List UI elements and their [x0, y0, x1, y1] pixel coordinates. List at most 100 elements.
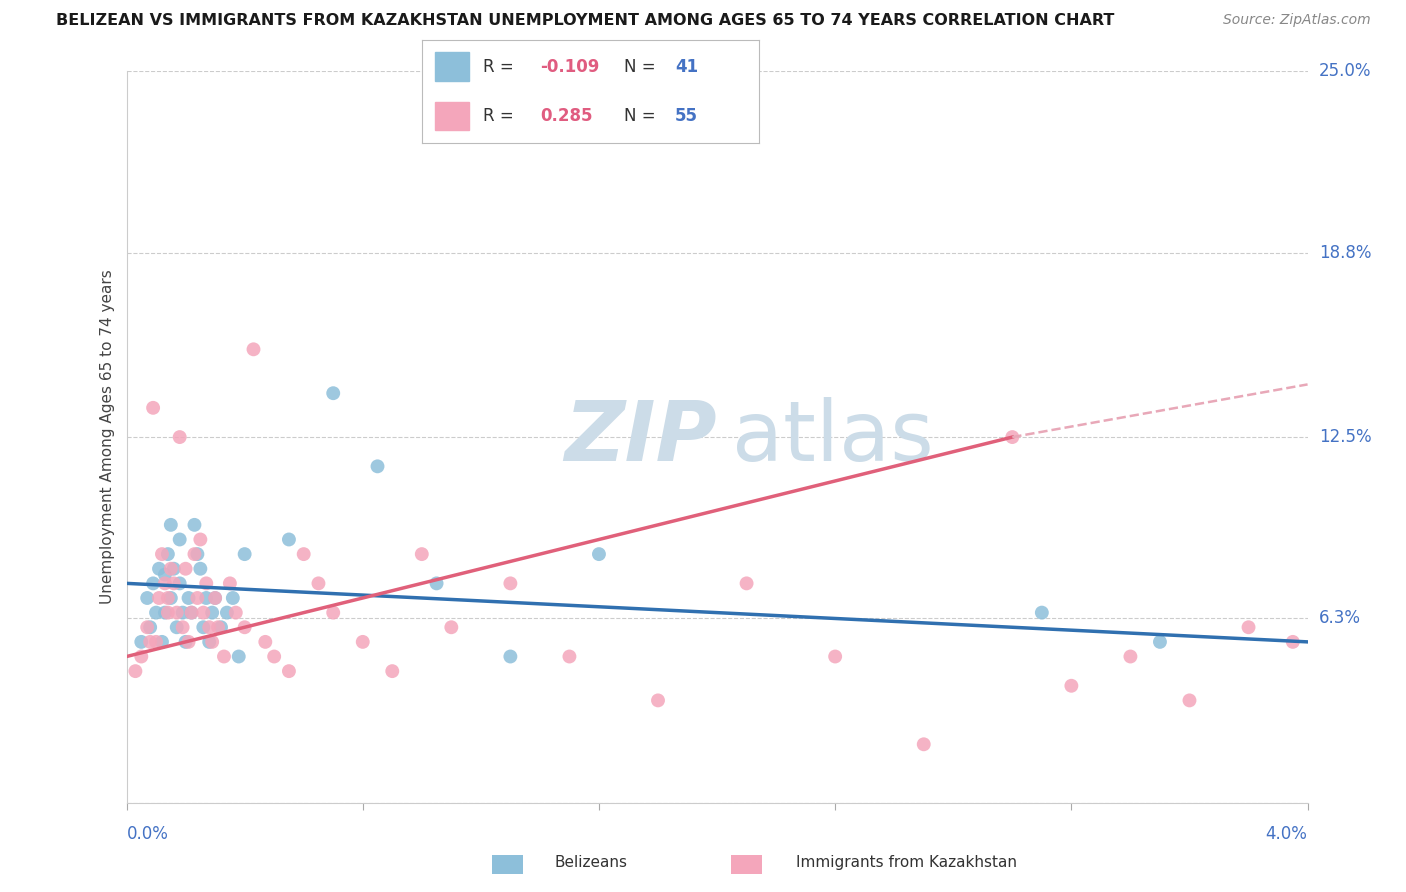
Point [183, 547, 205, 561]
Text: atlas: atlas [731, 397, 934, 477]
Point [136, 591, 159, 605]
Point [180, 606, 202, 620]
Point [425, 576, 447, 591]
Point [225, 606, 247, 620]
Point [163, 562, 186, 576]
Text: 18.8%: 18.8% [1319, 244, 1371, 261]
Point [159, 591, 183, 605]
Point [169, 533, 191, 547]
Point [193, 620, 215, 634]
Point [207, 620, 229, 634]
Point [180, 606, 202, 620]
Point [588, 547, 610, 561]
Point [163, 576, 186, 591]
Point [322, 606, 344, 620]
Point [411, 547, 433, 561]
Point [177, 591, 200, 605]
Point [352, 635, 374, 649]
Point [186, 591, 208, 605]
Point [195, 591, 218, 605]
Point [148, 591, 170, 605]
Point [307, 576, 329, 591]
Point [129, 635, 153, 649]
Text: 0.0%: 0.0% [127, 825, 169, 843]
Text: R =: R = [482, 58, 519, 76]
Point [1031, 606, 1053, 620]
Point [136, 620, 159, 634]
Point [1282, 635, 1305, 649]
Text: 6.3%: 6.3% [1319, 609, 1361, 627]
Text: N =: N = [624, 107, 661, 125]
Point [558, 649, 581, 664]
Point [499, 576, 522, 591]
Point [212, 649, 235, 664]
Point [124, 664, 146, 678]
Point [153, 567, 176, 582]
Text: 25.0%: 25.0% [1319, 62, 1371, 80]
Text: Immigrants from Kazakhstan: Immigrants from Kazakhstan [796, 855, 1018, 870]
Point [1001, 430, 1024, 444]
Point [174, 635, 197, 649]
Point [156, 591, 179, 605]
Point [139, 635, 162, 649]
Text: 41: 41 [675, 58, 697, 76]
Text: 12.5%: 12.5% [1319, 428, 1371, 446]
Point [166, 606, 188, 620]
Point [129, 649, 153, 664]
Text: Source: ZipAtlas.com: Source: ZipAtlas.com [1223, 13, 1371, 28]
Text: BELIZEAN VS IMMIGRANTS FROM KAZAKHSTAN UNEMPLOYMENT AMONG AGES 65 TO 74 YEARS CO: BELIZEAN VS IMMIGRANTS FROM KAZAKHSTAN U… [56, 13, 1115, 29]
Point [153, 606, 176, 620]
Point [142, 401, 165, 415]
Point [1237, 620, 1260, 634]
Point [172, 606, 194, 620]
Point [177, 635, 200, 649]
Text: 55: 55 [675, 107, 697, 125]
Point [381, 664, 404, 678]
Point [292, 547, 315, 561]
Point [153, 576, 176, 591]
Point [172, 620, 194, 634]
Point [278, 664, 301, 678]
Text: N =: N = [624, 58, 661, 76]
Point [647, 693, 669, 707]
Point [204, 591, 226, 605]
Text: 4.0%: 4.0% [1265, 825, 1308, 843]
Point [440, 620, 463, 634]
Point [499, 649, 522, 664]
Point [159, 517, 183, 532]
Point [824, 649, 846, 664]
Point [166, 620, 188, 634]
Point [735, 576, 758, 591]
Point [198, 635, 221, 649]
Point [195, 576, 218, 591]
Point [174, 562, 197, 576]
Point [278, 533, 301, 547]
Text: -0.109: -0.109 [540, 58, 599, 76]
Point [222, 591, 245, 605]
Point [145, 606, 167, 620]
Point [1178, 693, 1201, 707]
Point [228, 649, 250, 664]
Point [912, 737, 935, 751]
Point [188, 562, 211, 576]
Point [242, 343, 264, 357]
Point [366, 459, 388, 474]
Bar [436, 53, 470, 81]
Text: 0.285: 0.285 [540, 107, 592, 125]
Point [145, 635, 167, 649]
Point [1119, 649, 1142, 664]
Point [233, 547, 256, 561]
Point [263, 649, 285, 664]
Point [201, 606, 224, 620]
Point [204, 591, 226, 605]
Point [215, 606, 238, 620]
Point [198, 620, 221, 634]
Point [1060, 679, 1083, 693]
Point [188, 533, 211, 547]
Point [209, 620, 232, 634]
Point [148, 562, 170, 576]
Text: ZIP: ZIP [564, 397, 717, 477]
Text: R =: R = [482, 107, 519, 125]
Point [156, 606, 179, 620]
Point [254, 635, 277, 649]
